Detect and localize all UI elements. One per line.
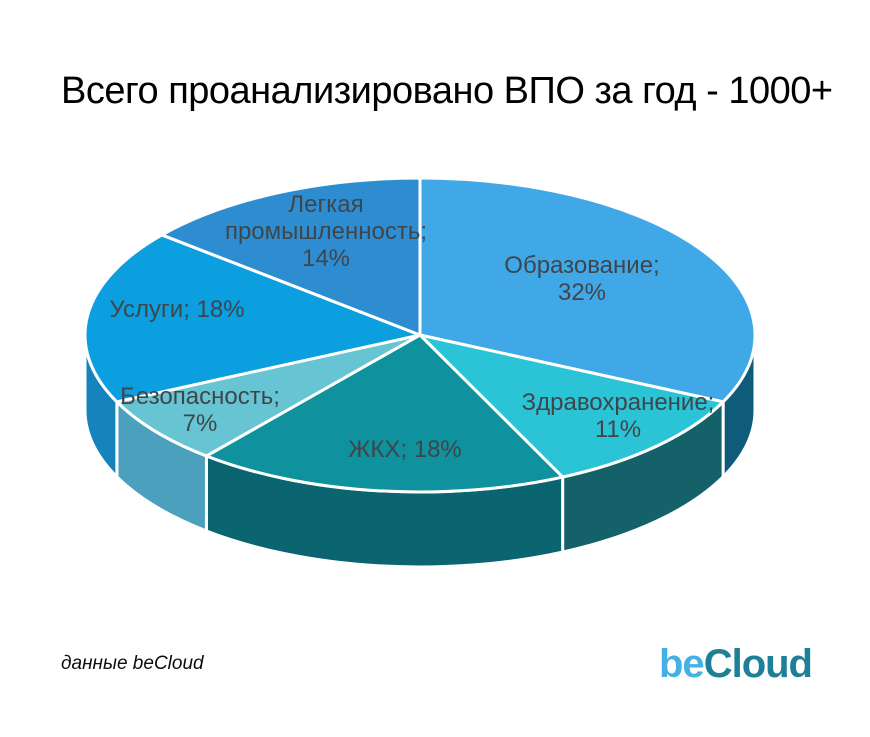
pie-slice-4 [83, 233, 422, 404]
pie-slice-5 [160, 176, 422, 337]
data-source-note: данные beCloud [61, 653, 204, 674]
pie-slice-3 [115, 333, 422, 458]
slice-label-4: Услуги; 18% [109, 296, 244, 323]
slice-label-3: Безопасность; 7% [120, 383, 280, 437]
becloud-logo: beCloud [659, 642, 813, 687]
pie-slice-0 [418, 176, 757, 404]
slice-label-1: Здравохранение; 11% [522, 389, 715, 443]
page-title: Всего проанализировано ВПО за год - 1000… [61, 70, 833, 112]
pie-slice-labels: Образование; 32% Здравохранение; 11% ЖКХ; 18… [109, 191, 714, 463]
pie-top-faces [83, 176, 757, 494]
pie-side-walls [83, 333, 757, 569]
pie-slice-1 [418, 333, 725, 479]
slice-label-5: Легкая промышленность; 14% [225, 191, 427, 272]
logo-be: be [659, 642, 705, 686]
logo-cloud: Cloud [703, 642, 813, 686]
pie-slice-2 [204, 333, 565, 494]
slice-label-2: ЖКХ; 18% [348, 436, 462, 463]
slice-label-0: Образование; 32% [504, 252, 659, 306]
